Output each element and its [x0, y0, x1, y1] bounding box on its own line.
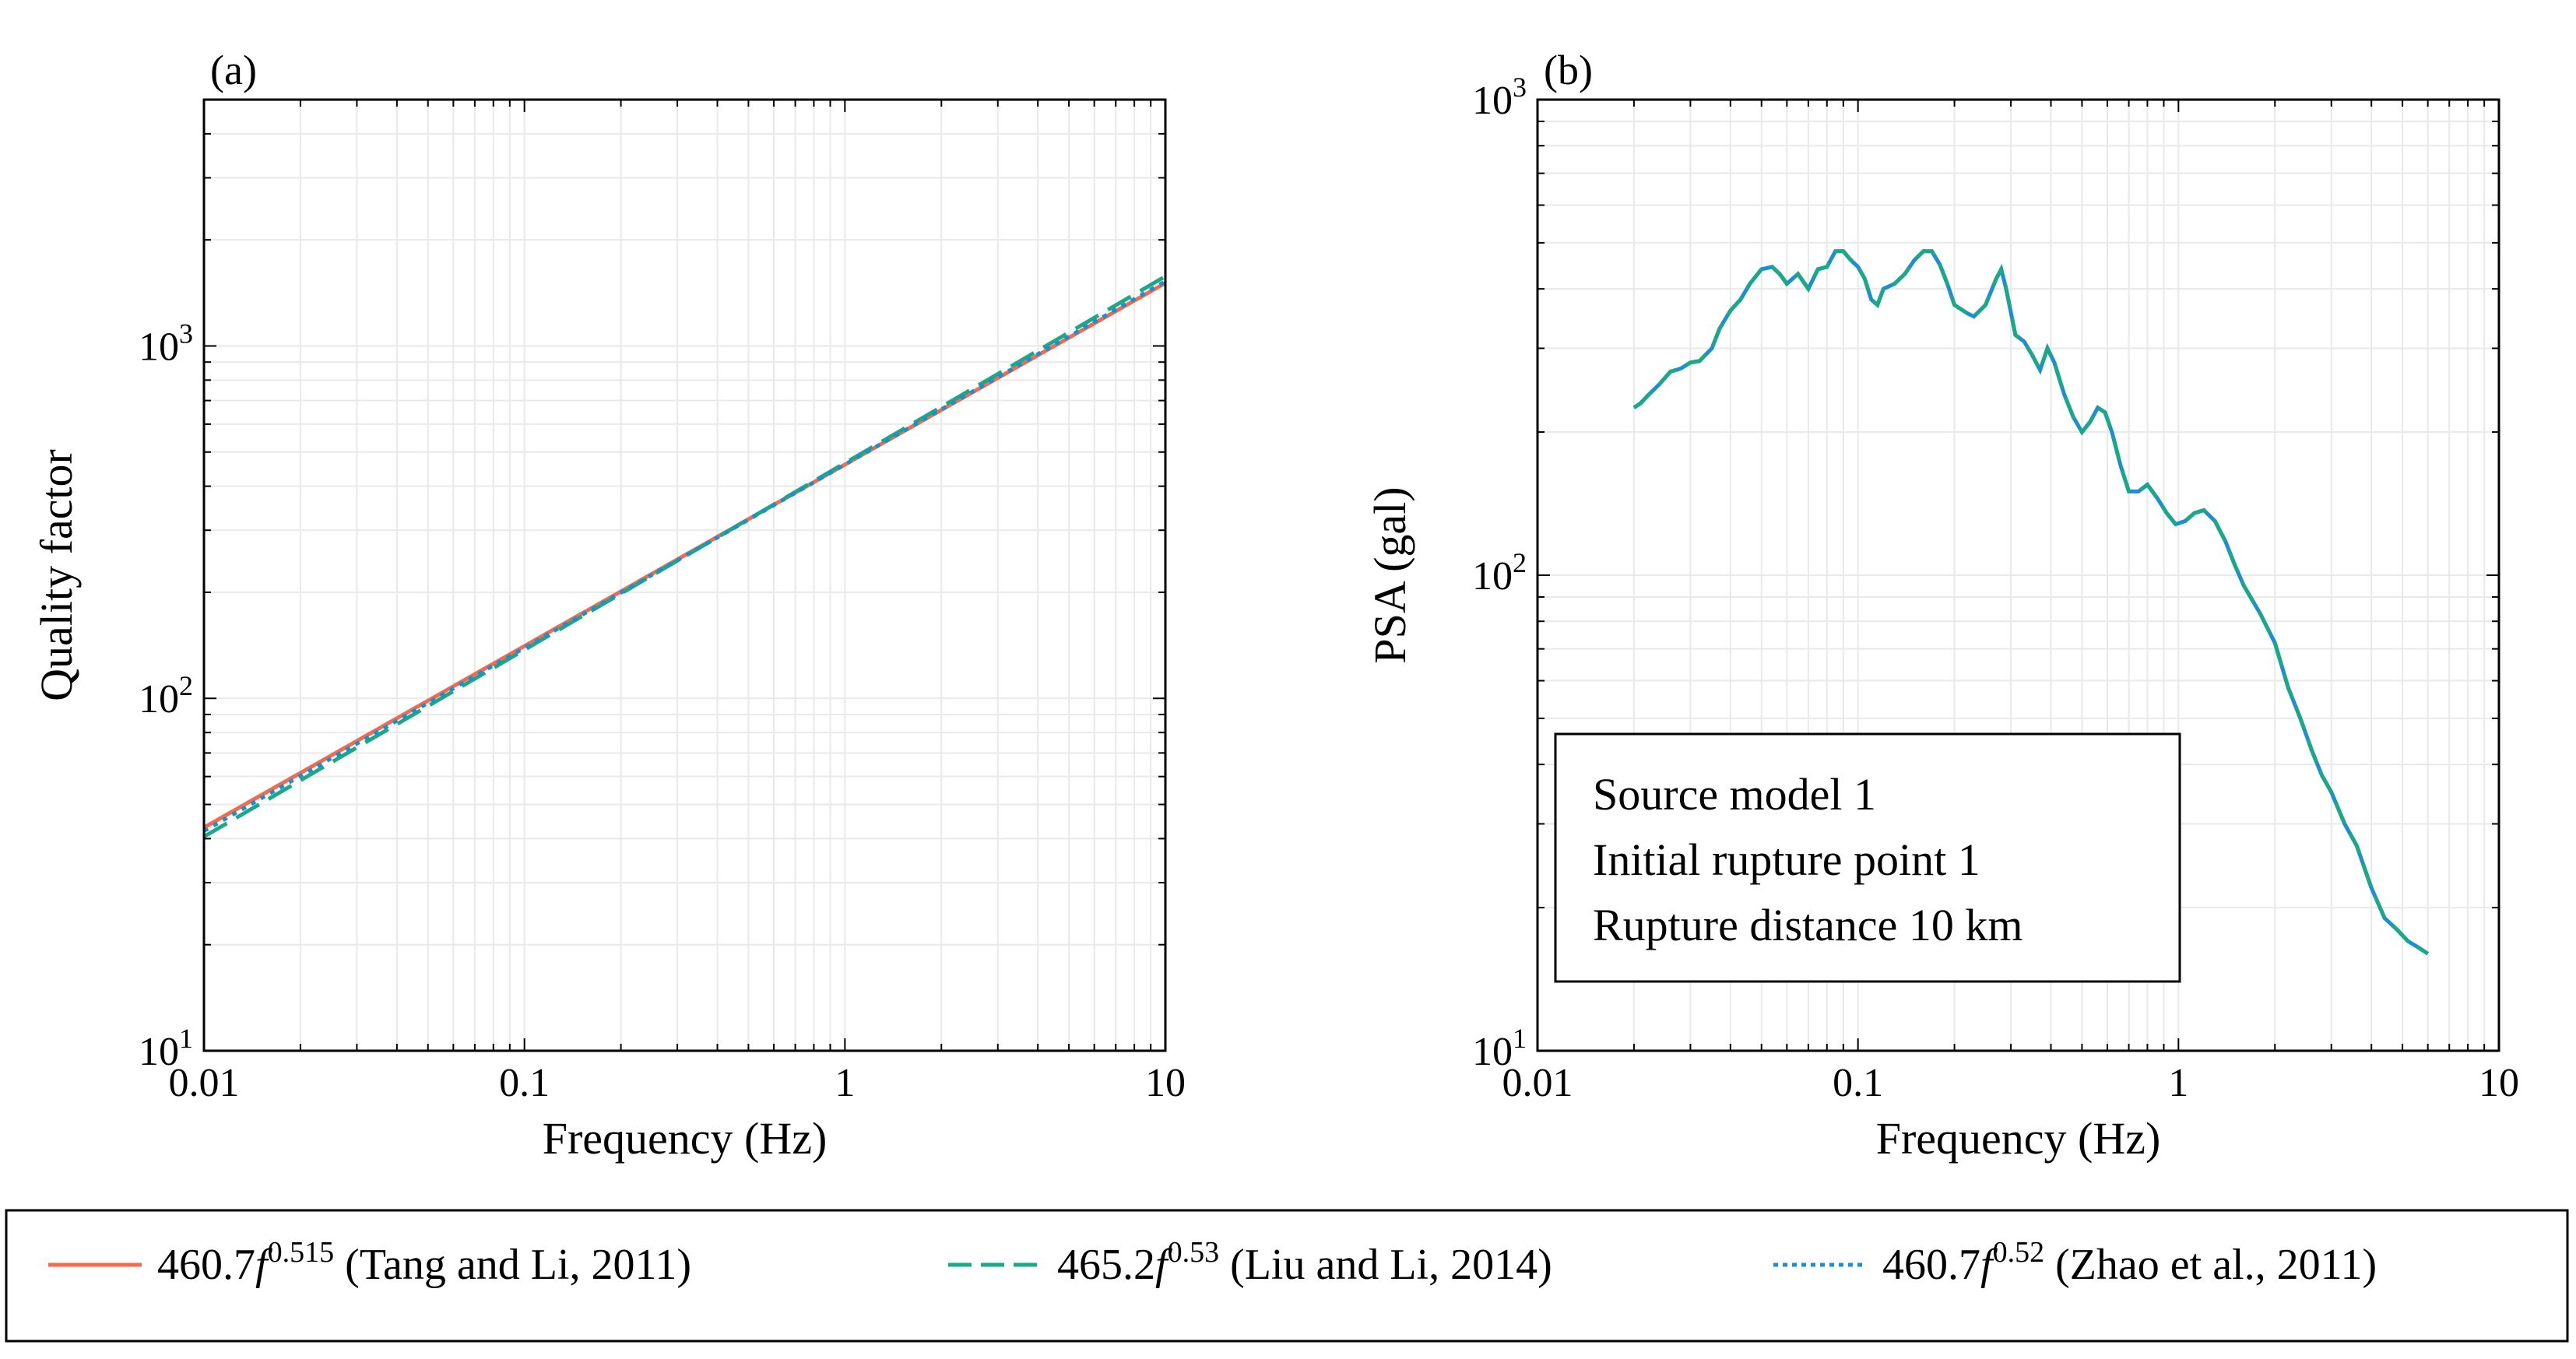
panel-a-label: (a): [210, 47, 257, 93]
series-line: [1632, 249, 2430, 956]
panel-a-frame: [202, 98, 1167, 1052]
legend: 460.7f0.515 (Tang and Li, 2011) 465.2f0.5…: [5, 1209, 2569, 1343]
x-tick-label: 1: [835, 1061, 855, 1105]
y-tick-base: 10: [139, 325, 179, 369]
annotation-frame: [1554, 732, 2181, 983]
panel-b-y-axis-title: PSA (gal): [1365, 486, 1415, 663]
annotation-line: Rupture distance 10 km: [1593, 900, 2023, 950]
legend-reference: (Zhao et al., 2011): [2044, 1241, 2377, 1289]
legend-exponent: 0.53: [1168, 1236, 1220, 1269]
legend-reference: (Liu and Li, 2014): [1219, 1241, 1552, 1289]
y-tick-base: 10: [1472, 1030, 1513, 1074]
panel-a-x-axis-title: Frequency (Hz): [543, 1113, 828, 1164]
panel-a-series: [202, 274, 1167, 839]
x-tick-label: 10: [2479, 1061, 2519, 1105]
legend-label: 460.7f0.52 (Zhao et al., 2011): [1882, 1236, 2377, 1289]
y-tick-exponent: 2: [179, 670, 193, 701]
y-tick-label: 102: [1472, 547, 1527, 599]
y-tick-base: 10: [139, 1030, 179, 1074]
annotation-line: Initial rupture point 1: [1593, 834, 1980, 885]
panel-b-annotation-box: Source model 1 Initial rupture point 1 R…: [1554, 732, 2181, 983]
legend-coefficient: 465.2: [1057, 1241, 1155, 1289]
annotation-line: Source model 1: [1593, 769, 1876, 820]
panel-a-y-axis-title: Quality factor: [31, 449, 82, 701]
legend-items: 460.7f0.515 (Tang and Li, 2011) 465.2f0.5…: [48, 1236, 2377, 1289]
y-tick-base: 10: [1472, 554, 1513, 599]
legend-frame: [5, 1209, 2569, 1343]
legend-label: 465.2f0.53 (Liu and Li, 2014): [1057, 1236, 1552, 1289]
y-tick-exponent: 1: [1513, 1023, 1527, 1054]
y-tick-label: 101: [1472, 1023, 1527, 1074]
y-tick-exponent: 1: [179, 1023, 193, 1054]
x-tick-label: 0.01: [169, 1061, 240, 1105]
y-tick-exponent: 2: [1513, 547, 1527, 578]
legend-label: 460.7f0.515 (Tang and Li, 2011): [157, 1236, 691, 1289]
x-tick-label: 10: [1145, 1061, 1186, 1105]
panel-a-grid: [203, 99, 1165, 1052]
y-tick-label: 103: [139, 318, 193, 369]
panel-b-x-axis-title: Frequency (Hz): [1876, 1113, 2161, 1164]
x-tick-label: 0.1: [499, 1061, 550, 1105]
y-tick-label: 102: [139, 670, 193, 722]
legend-reference: (Tang and Li, 2011): [334, 1241, 691, 1289]
y-tick-label: 103: [1472, 72, 1527, 123]
legend-coefficient: 460.7: [1882, 1241, 1980, 1289]
x-tick-label: 0.01: [1502, 1061, 1573, 1105]
series-line: [202, 281, 1167, 830]
panel-b-label: (b): [1544, 47, 1593, 93]
y-tick-exponent: 3: [1513, 72, 1527, 103]
y-tick-label: 101: [139, 1023, 193, 1074]
y-tick-base: 10: [139, 677, 179, 722]
legend-coefficient: 460.7: [157, 1241, 255, 1289]
legend-exponent: 0.515: [268, 1236, 335, 1269]
legend-exponent: 0.52: [1993, 1236, 2045, 1269]
y-tick-exponent: 3: [179, 318, 193, 349]
x-tick-label: 0.1: [1833, 1061, 1883, 1105]
x-tick-label: 1: [2168, 1061, 2188, 1105]
y-tick-base: 10: [1472, 79, 1513, 123]
panel-b-series: [1632, 249, 2430, 956]
